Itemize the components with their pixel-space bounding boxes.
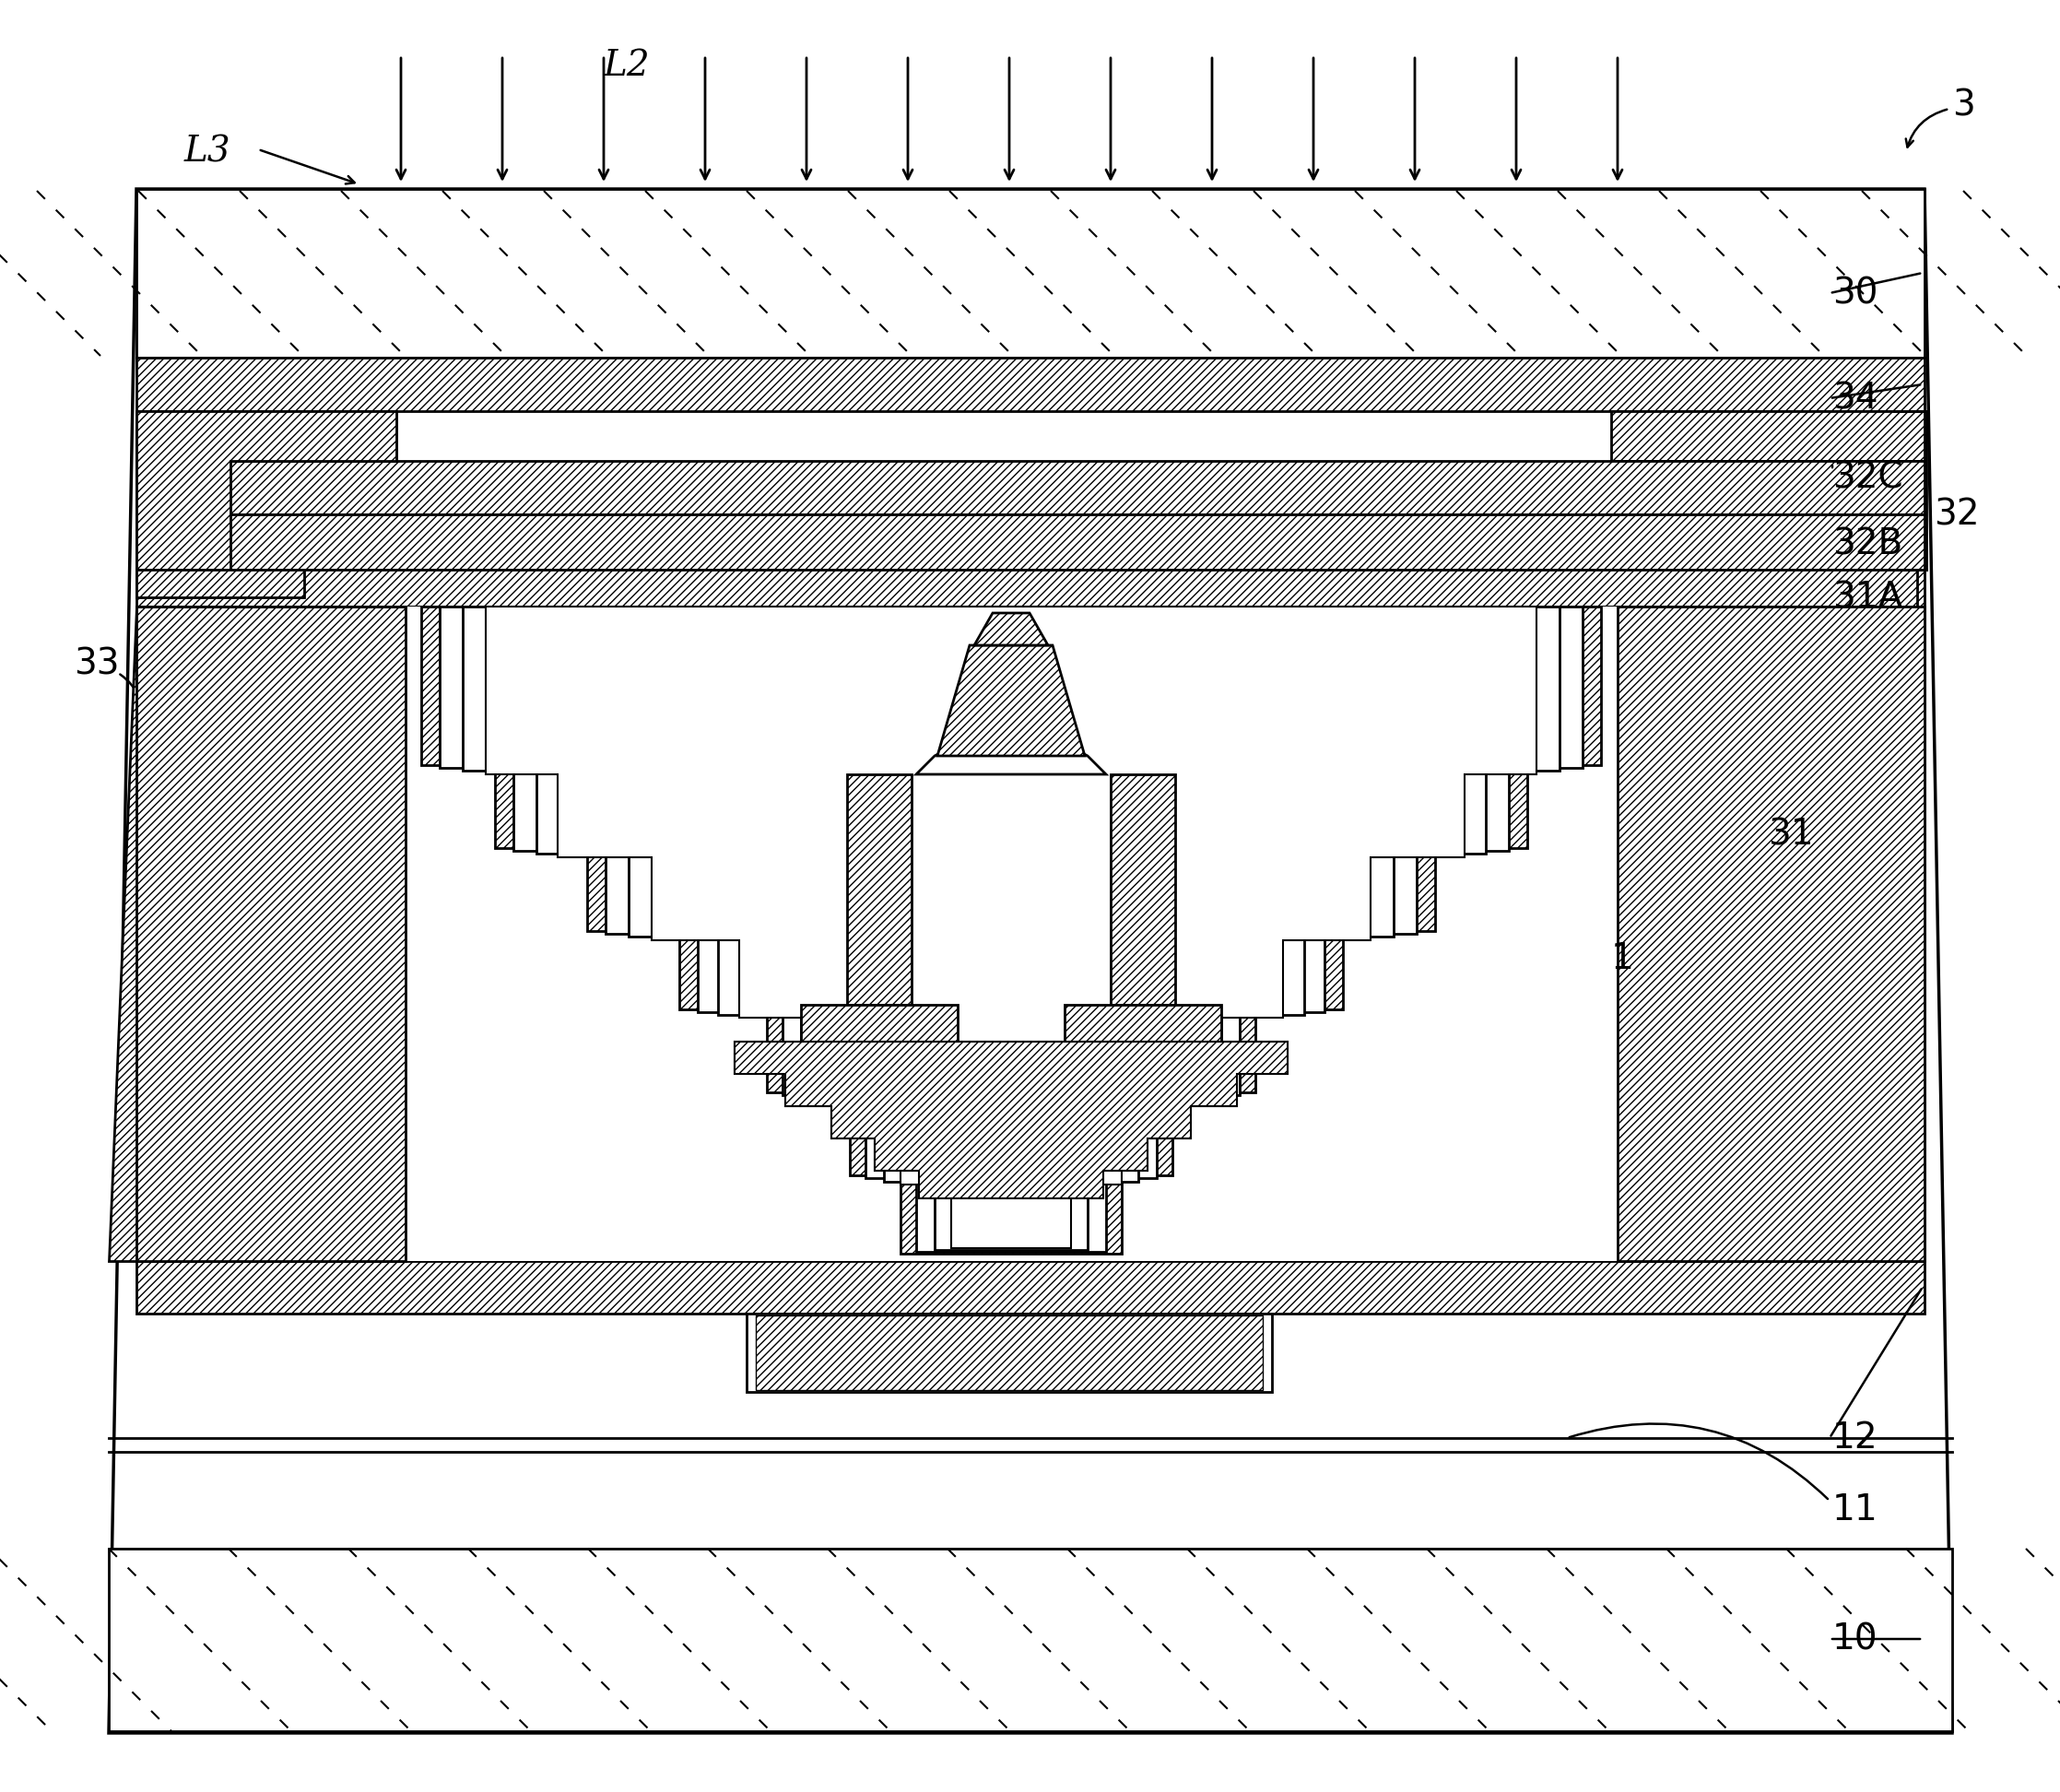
Polygon shape <box>109 1548 1953 1731</box>
Text: 34: 34 <box>1831 380 1879 416</box>
FancyArrowPatch shape <box>119 674 140 726</box>
Polygon shape <box>109 188 1953 1733</box>
Text: 10: 10 <box>1831 1622 1879 1656</box>
Polygon shape <box>439 606 1582 1253</box>
Polygon shape <box>876 1138 1147 1170</box>
Polygon shape <box>974 613 1049 645</box>
FancyArrowPatch shape <box>1906 109 1947 147</box>
Text: 30: 30 <box>1831 276 1879 310</box>
Polygon shape <box>136 606 1924 1262</box>
Polygon shape <box>937 645 1086 756</box>
Polygon shape <box>420 606 1601 1254</box>
Text: 12: 12 <box>1831 1421 1879 1455</box>
FancyArrowPatch shape <box>1222 928 1607 971</box>
Polygon shape <box>486 606 1537 1249</box>
Polygon shape <box>735 1041 1288 1199</box>
FancyArrowPatch shape <box>1621 828 1763 846</box>
Polygon shape <box>136 188 1924 358</box>
Polygon shape <box>1617 606 1924 1262</box>
Polygon shape <box>136 410 396 570</box>
Polygon shape <box>136 514 1924 570</box>
Polygon shape <box>785 1073 1236 1106</box>
Polygon shape <box>832 1106 1191 1138</box>
Text: 11: 11 <box>1831 1493 1879 1527</box>
Text: 33: 33 <box>74 647 119 681</box>
Text: 3: 3 <box>1953 88 1976 124</box>
Polygon shape <box>136 461 1924 514</box>
Text: 32C: 32C <box>1831 461 1903 495</box>
Text: L2: L2 <box>604 50 651 84</box>
Polygon shape <box>136 358 1924 410</box>
Polygon shape <box>136 570 1924 606</box>
Polygon shape <box>746 1314 1271 1392</box>
Polygon shape <box>464 606 1559 1251</box>
Polygon shape <box>109 606 406 1262</box>
Polygon shape <box>136 1262 1924 1314</box>
Polygon shape <box>136 606 406 1262</box>
Polygon shape <box>801 1005 958 1041</box>
Polygon shape <box>1065 1005 1222 1041</box>
Polygon shape <box>917 701 1106 774</box>
Polygon shape <box>136 410 396 461</box>
Text: 32: 32 <box>1934 496 1980 532</box>
Polygon shape <box>136 570 305 597</box>
Polygon shape <box>406 606 1617 1262</box>
Text: 31: 31 <box>1767 817 1813 851</box>
Text: 1: 1 <box>1611 941 1634 977</box>
Text: L3: L3 <box>183 134 231 168</box>
Polygon shape <box>1617 606 1924 1262</box>
FancyArrowPatch shape <box>1570 1423 1827 1498</box>
Text: 32B: 32B <box>1831 527 1903 561</box>
Polygon shape <box>756 1315 1263 1391</box>
Polygon shape <box>735 1041 1288 1073</box>
Polygon shape <box>847 774 913 1005</box>
Text: 31A: 31A <box>1831 581 1903 615</box>
Polygon shape <box>1611 410 1924 461</box>
Polygon shape <box>1110 774 1174 1005</box>
